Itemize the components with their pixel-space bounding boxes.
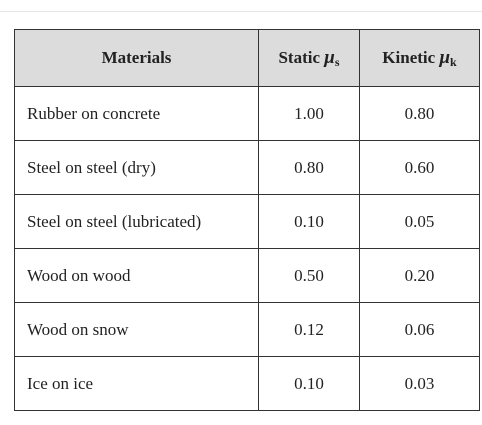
table-cell: Steel on steel (dry) [14, 140, 259, 195]
table-cell: Rubber on concrete [14, 86, 259, 141]
header-text: Kinetic [382, 47, 436, 67]
symbol: μ [324, 46, 335, 68]
table-cell: Wood on wood [14, 248, 259, 303]
table-cell: Wood on snow [14, 302, 259, 357]
friction-table: Materials Static μs Kinetic μk Rubber on c… [14, 29, 480, 411]
header-row: Materials Static μs Kinetic μk [14, 29, 480, 87]
header-cell: Kinetic μk [359, 29, 480, 87]
table-body: Rubber on concrete 1.00 0.80 Steel on steel… [14, 86, 480, 411]
subscript: k [450, 54, 457, 69]
table-row: Wood on snow 0.12 0.06 [14, 302, 480, 357]
header-cell: Static μs [258, 29, 360, 87]
table-header: Materials Static μs Kinetic μk [14, 29, 480, 87]
symbol: μ [439, 46, 451, 68]
table-row: Ice on ice 0.10 0.03 [14, 356, 480, 411]
table-cell: 0.80 [258, 140, 360, 195]
table-cell: 0.03 [359, 356, 480, 411]
table-row: Steel on steel (dry) 0.80 0.60 [14, 140, 480, 195]
table-cell: Ice on ice [14, 356, 259, 411]
table-cell: 1.00 [258, 86, 360, 141]
table-cell: 0.60 [359, 140, 480, 195]
header-cell: Materials [14, 29, 259, 87]
table-cell: 0.05 [359, 194, 480, 249]
table-row: Steel on steel (lubricated) 0.10 0.05 [14, 194, 480, 249]
table-cell: 0.10 [258, 194, 360, 249]
subscript: s [334, 54, 340, 69]
table-cell: 0.12 [258, 302, 360, 357]
table-cell: 0.20 [359, 248, 480, 303]
table-row: Wood on wood 0.50 0.20 [14, 248, 480, 303]
table-cell: 0.06 [359, 302, 480, 357]
header-text: Static [278, 47, 321, 67]
top-border [0, 11, 482, 12]
table-row: Rubber on concrete 1.00 0.80 [14, 86, 480, 141]
table-cell: 0.50 [258, 248, 360, 303]
table-cell: 0.80 [359, 86, 480, 141]
header-text: Materials [101, 48, 172, 67]
table-cell: Steel on steel (lubricated) [14, 194, 259, 249]
table-cell: 0.10 [258, 356, 360, 411]
